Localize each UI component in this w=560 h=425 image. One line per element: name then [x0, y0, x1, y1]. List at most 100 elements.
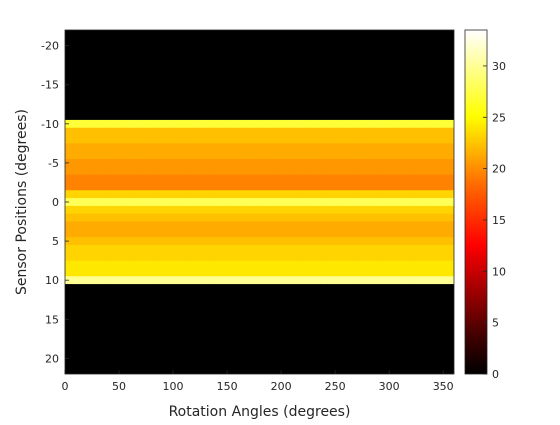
- heatmap-cell: [143, 221, 150, 230]
- heatmap-cell: [202, 291, 209, 301]
- heatmap-cell: [116, 268, 123, 277]
- heatmap-cell: [110, 119, 117, 129]
- heatmap-cell: [273, 260, 279, 269]
- heatmap-cell: [229, 237, 236, 246]
- heatmap-cell: [137, 104, 144, 113]
- heatmap-cell: [73, 284, 79, 293]
- heatmap-cell: [375, 229, 382, 238]
- heatmap-cell: [424, 291, 431, 301]
- heatmap-cell: [424, 284, 431, 293]
- heatmap-cell: [181, 291, 187, 301]
- heatmap-cell: [105, 198, 112, 207]
- y-tick-label: 15: [45, 313, 59, 326]
- heatmap-cell: [116, 119, 123, 129]
- heatmap-cell: [100, 119, 106, 129]
- heatmap-cell: [300, 252, 306, 262]
- heatmap-cell: [354, 143, 360, 152]
- heatmap-cell: [208, 174, 214, 183]
- x-tick-label: 0: [62, 380, 69, 393]
- heatmap-cell: [137, 96, 144, 105]
- heatmap-cell: [413, 198, 420, 207]
- heatmap-cell: [121, 291, 128, 301]
- heatmap-cell: [170, 276, 177, 285]
- heatmap-cell: [300, 213, 306, 222]
- heatmap-cell: [116, 221, 123, 230]
- heatmap-cell: [83, 284, 90, 293]
- heatmap-cell: [440, 260, 447, 269]
- heatmap-cell: [289, 276, 296, 285]
- heatmap-cell: [348, 96, 355, 105]
- heatmap-cell: [208, 213, 214, 222]
- heatmap-cell: [191, 213, 198, 222]
- heatmap-cell: [343, 291, 350, 301]
- heatmap-cell: [348, 119, 355, 129]
- heatmap-cell: [224, 260, 231, 269]
- heatmap-cell: [337, 213, 344, 222]
- heatmap-cell: [424, 198, 431, 207]
- heatmap-cell: [116, 252, 123, 262]
- heatmap-cell: [159, 213, 166, 222]
- heatmap-cell: [218, 213, 225, 222]
- heatmap-cell: [148, 260, 155, 269]
- heatmap-cell: [262, 151, 268, 160]
- heatmap-cell: [251, 229, 258, 238]
- heatmap-cell: [402, 143, 409, 152]
- heatmap-cell: [359, 96, 366, 105]
- heatmap-cell: [251, 221, 258, 230]
- heatmap-cell: [213, 159, 220, 168]
- heatmap-cell: [89, 260, 96, 269]
- heatmap-cell: [391, 268, 398, 277]
- heatmap-cell: [354, 284, 360, 293]
- heatmap-cell: [354, 119, 360, 129]
- heatmap-cell: [164, 291, 171, 301]
- heatmap-cell: [256, 119, 263, 129]
- heatmap-cell: [159, 252, 166, 262]
- heatmap-cell: [235, 237, 241, 246]
- heatmap-cell: [256, 268, 263, 277]
- heatmap-cell: [310, 213, 317, 222]
- heatmap-cell: [262, 221, 268, 230]
- heatmap-cell: [283, 268, 290, 277]
- heatmap-cell: [381, 213, 387, 222]
- heatmap-cell: [100, 284, 106, 293]
- heatmap-cell: [435, 252, 441, 262]
- heatmap-cell: [127, 198, 133, 207]
- heatmap-cell: [413, 182, 420, 191]
- heatmap-cell: [143, 112, 150, 121]
- heatmap-cell: [300, 159, 306, 168]
- heatmap-cell: [143, 151, 150, 160]
- heatmap-cell: [83, 143, 90, 152]
- heatmap-cell: [402, 213, 409, 222]
- heatmap-cell: [132, 143, 139, 152]
- heatmap-cell: [408, 205, 414, 215]
- heatmap-cell: [337, 221, 344, 230]
- heatmap-cell: [348, 229, 355, 238]
- heatmap-cell: [132, 299, 139, 308]
- heatmap-cell: [251, 213, 258, 222]
- heatmap-cell: [235, 159, 241, 168]
- heatmap-cell: [273, 291, 279, 301]
- heatmap-cell: [202, 252, 209, 262]
- heatmap-cell: [127, 291, 133, 301]
- heatmap-cell: [83, 205, 90, 215]
- heatmap-cell: [73, 237, 79, 246]
- heatmap-cell: [289, 299, 296, 308]
- heatmap-cell: [89, 245, 96, 254]
- heatmap-cell: [359, 127, 366, 136]
- heatmap-cell: [327, 182, 333, 191]
- heatmap-cell: [213, 198, 220, 207]
- heatmap-cell: [343, 174, 350, 183]
- heatmap-cell: [191, 182, 198, 191]
- heatmap-cell: [402, 104, 409, 113]
- heatmap-cell: [370, 221, 377, 230]
- heatmap-cell: [218, 205, 225, 215]
- heatmap-cell: [278, 166, 285, 176]
- heatmap-cell: [262, 291, 268, 301]
- heatmap-cell: [283, 127, 290, 136]
- heatmap-cell: [148, 159, 155, 168]
- heatmap-cell: [170, 159, 177, 168]
- heatmap-cell: [327, 112, 333, 121]
- heatmap-cell: [445, 104, 452, 113]
- heatmap-cell: [418, 135, 425, 144]
- heatmap-cell: [267, 205, 274, 215]
